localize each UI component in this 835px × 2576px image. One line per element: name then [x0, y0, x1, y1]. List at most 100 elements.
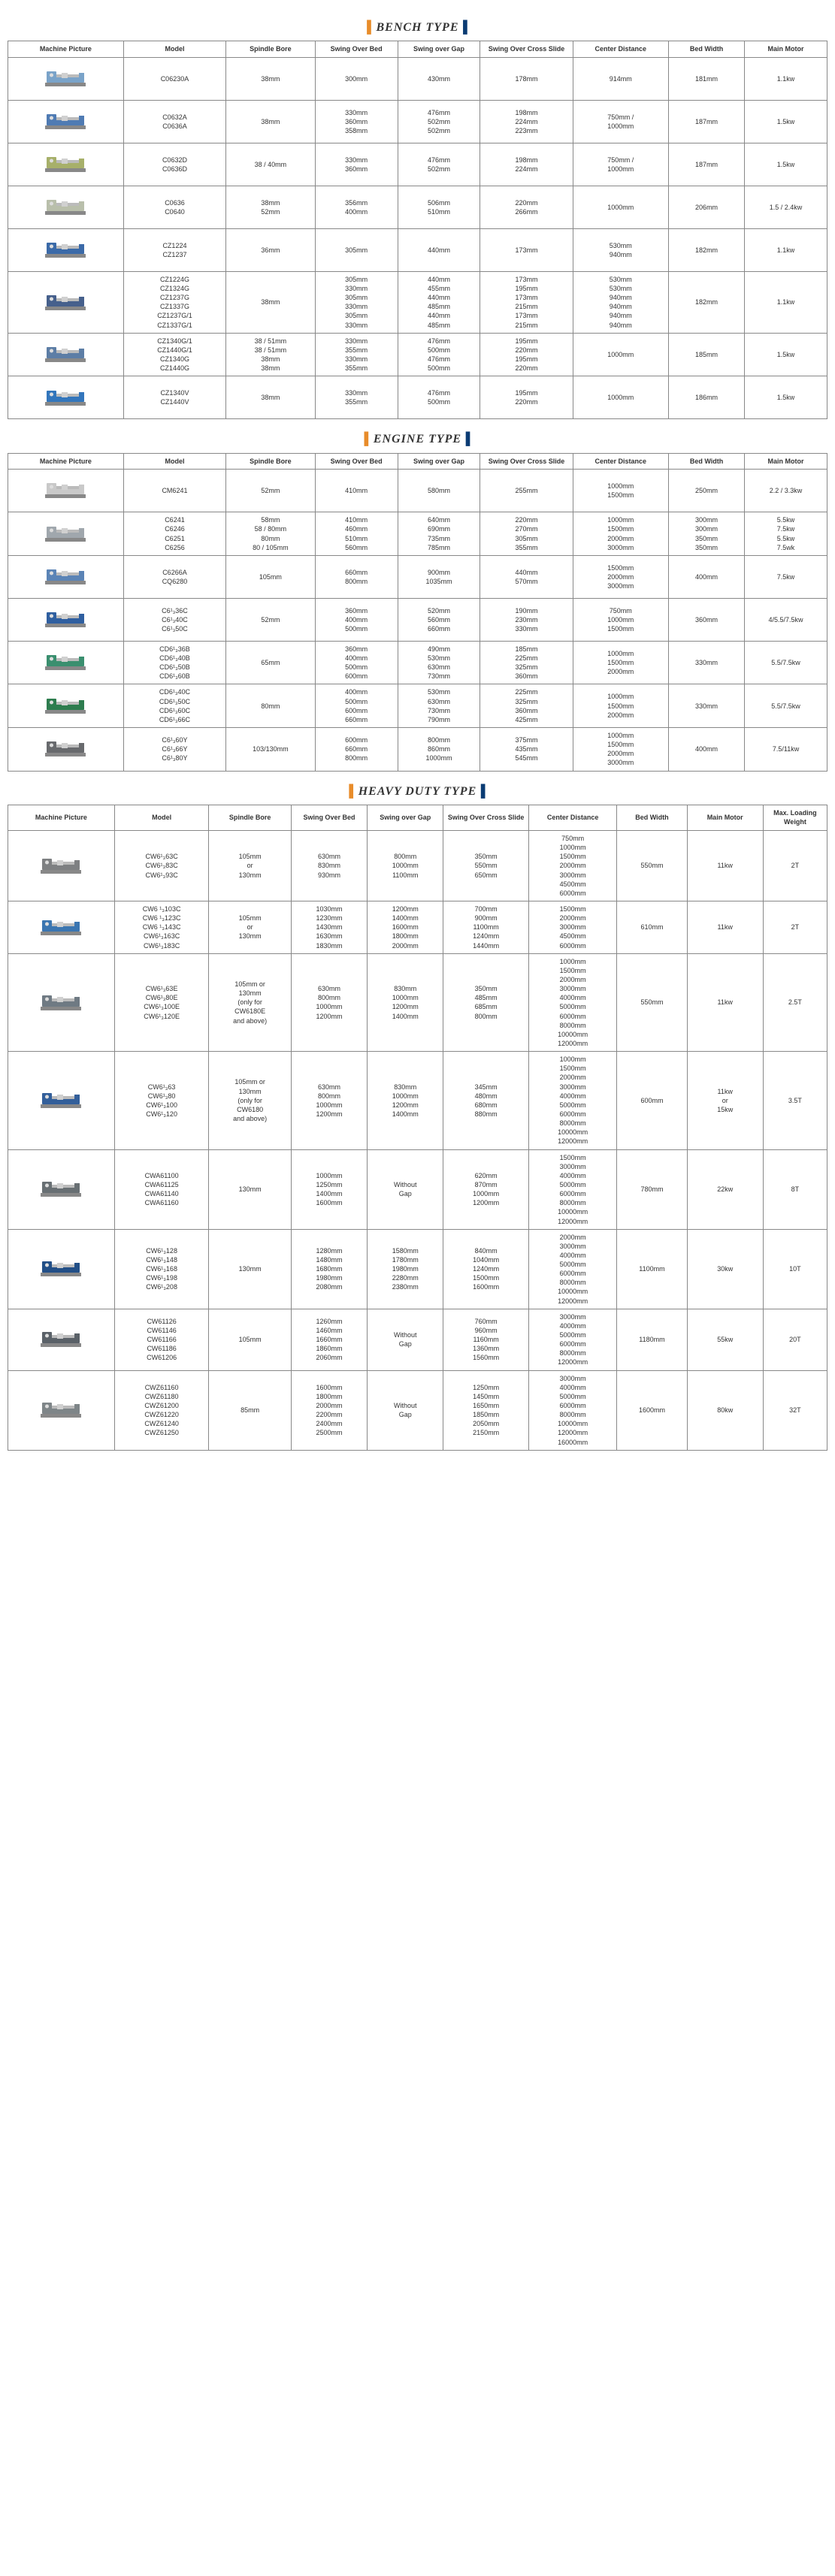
mm-cell: 1.5kw: [745, 100, 827, 143]
machine-picture-cell: [8, 143, 124, 186]
table-row: CD6¹₃40CCD6¹₃50CCD6¹₃60CCD6¹₃66C80mm400m…: [8, 684, 827, 728]
machine-image: [43, 605, 88, 632]
cd-cell: 1000mm: [573, 333, 668, 376]
col-header: Main Motor: [745, 41, 827, 58]
bw-cell: 1100mm: [617, 1229, 687, 1309]
bore-cell: 52mm: [226, 598, 316, 641]
machine-image: [43, 340, 88, 367]
mm-cell: 30kw: [687, 1229, 763, 1309]
mlw-cell: 20T: [763, 1309, 827, 1370]
machine-picture-cell: [8, 228, 124, 271]
bw-cell: 187mm: [669, 143, 745, 186]
socs-cell: 350mm550mm650mm: [443, 831, 528, 901]
sob-cell: 360mm400mm500mm: [315, 598, 398, 641]
machine-picture-cell: [8, 376, 124, 419]
col-header: Spindle Bore: [226, 453, 316, 470]
machine-image: [43, 107, 88, 134]
machine-picture-cell: [8, 1149, 115, 1229]
table-row: CW6¹₃128CW6¹₃148CW6¹₃168CW6¹₃198CW6¹₃208…: [8, 1229, 827, 1309]
table-row: C6¹₃60YC6¹₃66YC6¹₃80Y103/130mm600mm660mm…: [8, 727, 827, 771]
col-header: Swing Over Cross Slide: [480, 41, 573, 58]
model-cell: CW61126CW61146CW61166CW61186CW61206: [114, 1309, 209, 1370]
machine-image: [38, 851, 83, 878]
cd-cell: 1000mm1500mm2000mm3000mm4000mm5000mm6000…: [528, 953, 617, 1051]
socs-cell: 620mm870mm1000mm1200mm: [443, 1149, 528, 1229]
bore-cell: 58mm58 / 80mm80mm80 / 105mm: [226, 512, 316, 556]
table-row: CW61126CW61146CW61166CW61186CW61206105mm…: [8, 1309, 827, 1370]
model-cell: CZ1340G/1CZ1440G/1CZ1340GCZ1440G: [123, 333, 225, 376]
mlw-cell: 2T: [763, 901, 827, 954]
table-row: CM624152mm410mm580mm255mm1000mm1500mm250…: [8, 470, 827, 512]
model-cell: C6¹₃36CC6¹₃40CC6¹₃50C: [123, 598, 225, 641]
mm-cell: 80kw: [687, 1370, 763, 1450]
model-cell: CD6¹₃36BCD6¹₃40BCD6¹₃50BCD6¹₃60B: [123, 641, 225, 684]
model-cell: C6¹₃60YC6¹₃66YC6¹₃80Y: [123, 727, 225, 771]
bw-cell: 181mm: [669, 57, 745, 100]
machine-image: [43, 476, 88, 503]
machine-image: [38, 1086, 83, 1113]
bw-cell: 186mm: [669, 376, 745, 419]
mm-cell: 1.5kw: [745, 143, 827, 186]
cd-cell: 2000mm3000mm4000mm5000mm6000mm8000mm1000…: [528, 1229, 617, 1309]
model-cell: C0636C0640: [123, 186, 225, 228]
machine-image: [38, 1324, 83, 1351]
cd-cell: 3000mm4000mm5000mm6000mm8000mm12000mm: [528, 1309, 617, 1370]
bw-cell: 610mm: [617, 901, 687, 954]
mm-cell: 1.1kw: [745, 57, 827, 100]
machine-image: [38, 1395, 83, 1422]
bw-cell: 187mm: [669, 100, 745, 143]
model-cell: CM6241: [123, 470, 225, 512]
bw-cell: 780mm: [617, 1149, 687, 1229]
mlw-cell: 32T: [763, 1370, 827, 1450]
bore-cell: 65mm: [226, 641, 316, 684]
machine-image: [43, 519, 88, 546]
col-header: Swing Over Bed: [315, 453, 398, 470]
machine-picture-cell: [8, 333, 124, 376]
table-row: C6266ACQ6280105mm660mm800mm900mm1035mm44…: [8, 555, 827, 598]
bw-cell: 550mm: [617, 953, 687, 1051]
machine-image: [43, 734, 88, 761]
bore-cell: 36mm: [226, 228, 316, 271]
machine-picture-cell: [8, 684, 124, 728]
model-cell: CWA61100CWA61125CWA61140CWA61160: [114, 1149, 209, 1229]
model-cell: CW6 ¹₃103CCW6 ¹₃123CCW6 ¹₃143CCW6¹₃163CC…: [114, 901, 209, 954]
cd-cell: 1000mm1500mm2000mm3000mm4000mm5000mm6000…: [528, 1052, 617, 1149]
col-header: Model: [123, 453, 225, 470]
machine-picture-cell: [8, 57, 124, 100]
table-row: CWA61100CWA61125CWA61140CWA61160130mm100…: [8, 1149, 827, 1229]
machine-picture-cell: [8, 1309, 115, 1370]
root: ▌BENCH TYPE▐ Machine PictureModelSpindle…: [8, 21, 827, 1451]
sog-cell: 440mm: [398, 228, 480, 271]
table-row: C0636C064038mm52mm356mm400mm506mm510mm22…: [8, 186, 827, 228]
mm-cell: 55kw: [687, 1309, 763, 1370]
machine-picture-cell: [8, 598, 124, 641]
sob-cell: 360mm400mm500mm600mm: [315, 641, 398, 684]
model-cell: CZ1340VCZ1440V: [123, 376, 225, 419]
sog-cell: 520mm560mm660mm: [398, 598, 480, 641]
sog-cell: 430mm: [398, 57, 480, 100]
socs-cell: 225mm325mm360mm425mm: [480, 684, 573, 728]
table-row: C0632DC0636D38 / 40mm330mm360mm476mm502m…: [8, 143, 827, 186]
col-header: Swing over Gap: [398, 453, 480, 470]
bw-cell: 1180mm: [617, 1309, 687, 1370]
mm-cell: 5.5/7.5kw: [745, 641, 827, 684]
table-row: CWZ61160CWZ61180CWZ61200CWZ61220CWZ61240…: [8, 1370, 827, 1450]
sog-cell: 476mm502mm502mm: [398, 100, 480, 143]
cd-cell: 1000mm1500mm: [573, 470, 668, 512]
model-cell: C6266ACQ6280: [123, 555, 225, 598]
bore-cell: 105mmor130mm: [209, 831, 291, 901]
sob-cell: 330mm360mm: [315, 143, 398, 186]
bw-cell: 550mm: [617, 831, 687, 901]
bore-cell: 130mm: [209, 1149, 291, 1229]
bore-cell: 105mm: [209, 1309, 291, 1370]
machine-picture-cell: [8, 512, 124, 556]
machine-picture-cell: [8, 641, 124, 684]
col-header: Bed Width: [669, 453, 745, 470]
machine-picture-cell: [8, 470, 124, 512]
bw-cell: 182mm: [669, 271, 745, 333]
sog-cell: 830mm1000mm1200mm1400mm: [368, 1052, 443, 1149]
bore-cell: 105mm or130mm(only forCW6180and above): [209, 1052, 291, 1149]
machine-image: [43, 149, 88, 177]
section-title: ▌BENCH TYPE▐: [8, 21, 827, 35]
table-row: CW6¹₃63CW6¹₃80CW6¹₃100CW6¹₃120105mm or13…: [8, 1052, 827, 1149]
